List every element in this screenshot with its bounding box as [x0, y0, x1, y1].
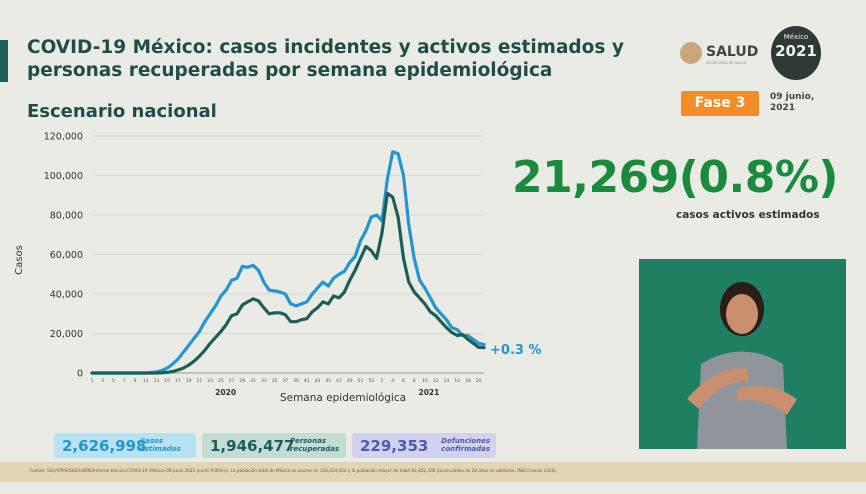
x-tick-label: 9 — [134, 378, 137, 384]
x-tick-label: 19 — [186, 378, 192, 384]
x-tick-label: 7 — [123, 378, 126, 384]
page-subtitle: Escenario nacional — [27, 101, 217, 122]
x-tick-label: 53 — [368, 378, 374, 384]
active-cases-number: 21,269(0.8%) — [512, 152, 839, 203]
sign-language-interpreter-video — [639, 259, 846, 449]
y-tick-label: 120,000 — [44, 132, 83, 143]
x-tick-label: 51 — [358, 378, 364, 384]
y-tick-label: 40,000 — [50, 290, 83, 301]
x-tick-label: 20 — [476, 378, 482, 384]
x-tick-label: 47 — [336, 378, 342, 384]
x-tick-label: 6 — [402, 378, 405, 384]
x-tick-label: 18 — [465, 378, 471, 384]
x-tick-label: 3 — [101, 378, 104, 384]
x-tick-label: 5 — [112, 378, 115, 384]
active-cases-caption: casos activos estimados — [676, 209, 820, 221]
stat-box-estimated-cases: 2,626,998 Casos estimados — [54, 433, 196, 458]
x-axis-label: Semana epidemiológica — [280, 392, 406, 404]
stat-label: Casos estimados — [140, 437, 181, 453]
stat-box-recovered: 1,946,477 Personas recuperadas — [202, 433, 346, 458]
x-tick-label: 13 — [154, 378, 160, 384]
y-tick-label: 80,000 — [50, 211, 83, 222]
source-footer: Fuente: SSA/SPPS/DGE/InDRE/Informe técni… — [0, 462, 866, 482]
x-tick-label: 14 — [444, 378, 450, 384]
report-date: 09 junio, 2021 — [770, 92, 815, 113]
x-tick-label: 4 — [391, 378, 394, 384]
interpreter-figure-icon — [687, 282, 797, 449]
x-tick-label: 21 — [197, 378, 203, 384]
x-tick-label: 1 — [91, 378, 94, 384]
x-tick-label: 10 — [422, 378, 428, 384]
stat-value: 2,626,998 — [62, 437, 147, 455]
x-tick-label: 27 — [229, 378, 235, 384]
y-tick-label: 100,000 — [44, 171, 83, 182]
epidemic-line-chart: 020,00040,00060,00080,000100,000120,000 … — [14, 132, 486, 404]
stat-label: Defunciones confirmadas — [441, 437, 490, 453]
x-tick-label: 16 — [454, 378, 460, 384]
year-2021-logo: México 2021 — [771, 26, 821, 84]
x-tick-label: 11 — [143, 378, 149, 384]
year-label: 2021 — [418, 388, 439, 397]
x-tick-label: 2 — [381, 378, 384, 384]
source-footer-text: Fuente: SSA/SPPS/DGE/InDRE/Informe técni… — [30, 468, 558, 473]
x-tick-label: 41 — [304, 378, 310, 384]
x-tick-label: 12 — [433, 378, 439, 384]
x-tick-label: 33 — [261, 378, 267, 384]
x-tick-label: 15 — [164, 378, 170, 384]
salud-emblem-icon — [680, 42, 702, 64]
year-label: 2020 — [215, 388, 236, 397]
y-tick-label: 20,000 — [50, 329, 83, 340]
x-tick-label: 39 — [293, 378, 299, 384]
series-line-cases — [90, 150, 486, 375]
y-tick-label: 60,000 — [50, 250, 83, 261]
salud-logo: SALUD SECRETARÍA DE SALUD — [680, 40, 760, 70]
x-tick-label: 23 — [207, 378, 213, 384]
x-tick-label: 8 — [413, 378, 416, 384]
x-tick-label: 31 — [250, 378, 256, 384]
x-tick-label: 37 — [282, 378, 288, 384]
stat-value: 229,353 — [360, 437, 429, 455]
year-logo-year: 2021 — [775, 42, 817, 60]
salud-logo-tagline: SECRETARÍA DE SALUD — [706, 61, 747, 65]
year-logo-ring-icon — [771, 26, 821, 80]
trend-change-label: +0.3 % — [490, 343, 542, 358]
accent-strip — [0, 40, 8, 82]
y-tick-label: 0 — [77, 369, 83, 380]
x-tick-label: 45 — [325, 378, 331, 384]
x-tick-label: 43 — [315, 378, 321, 384]
x-tick-label: 17 — [175, 378, 181, 384]
year-logo-country: México — [783, 33, 809, 41]
stat-value: 1,946,477 — [210, 437, 295, 455]
stat-label: Personas recuperadas — [290, 437, 340, 453]
salud-logo-text: SALUD — [706, 44, 759, 60]
stat-box-deaths: 229,353 Defunciones confirmadas — [352, 433, 496, 458]
x-tick-label: 49 — [347, 378, 353, 384]
phase-badge: Fase 3 — [681, 91, 759, 116]
x-tick-label: 25 — [218, 378, 224, 384]
x-tick-label: 35 — [272, 378, 278, 384]
x-tick-label: 29 — [239, 378, 245, 384]
page-title: COVID-19 México: casos incidentes y acti… — [27, 37, 624, 81]
series-line-recovered — [90, 191, 486, 375]
y-axis-label: Casos — [14, 245, 25, 275]
